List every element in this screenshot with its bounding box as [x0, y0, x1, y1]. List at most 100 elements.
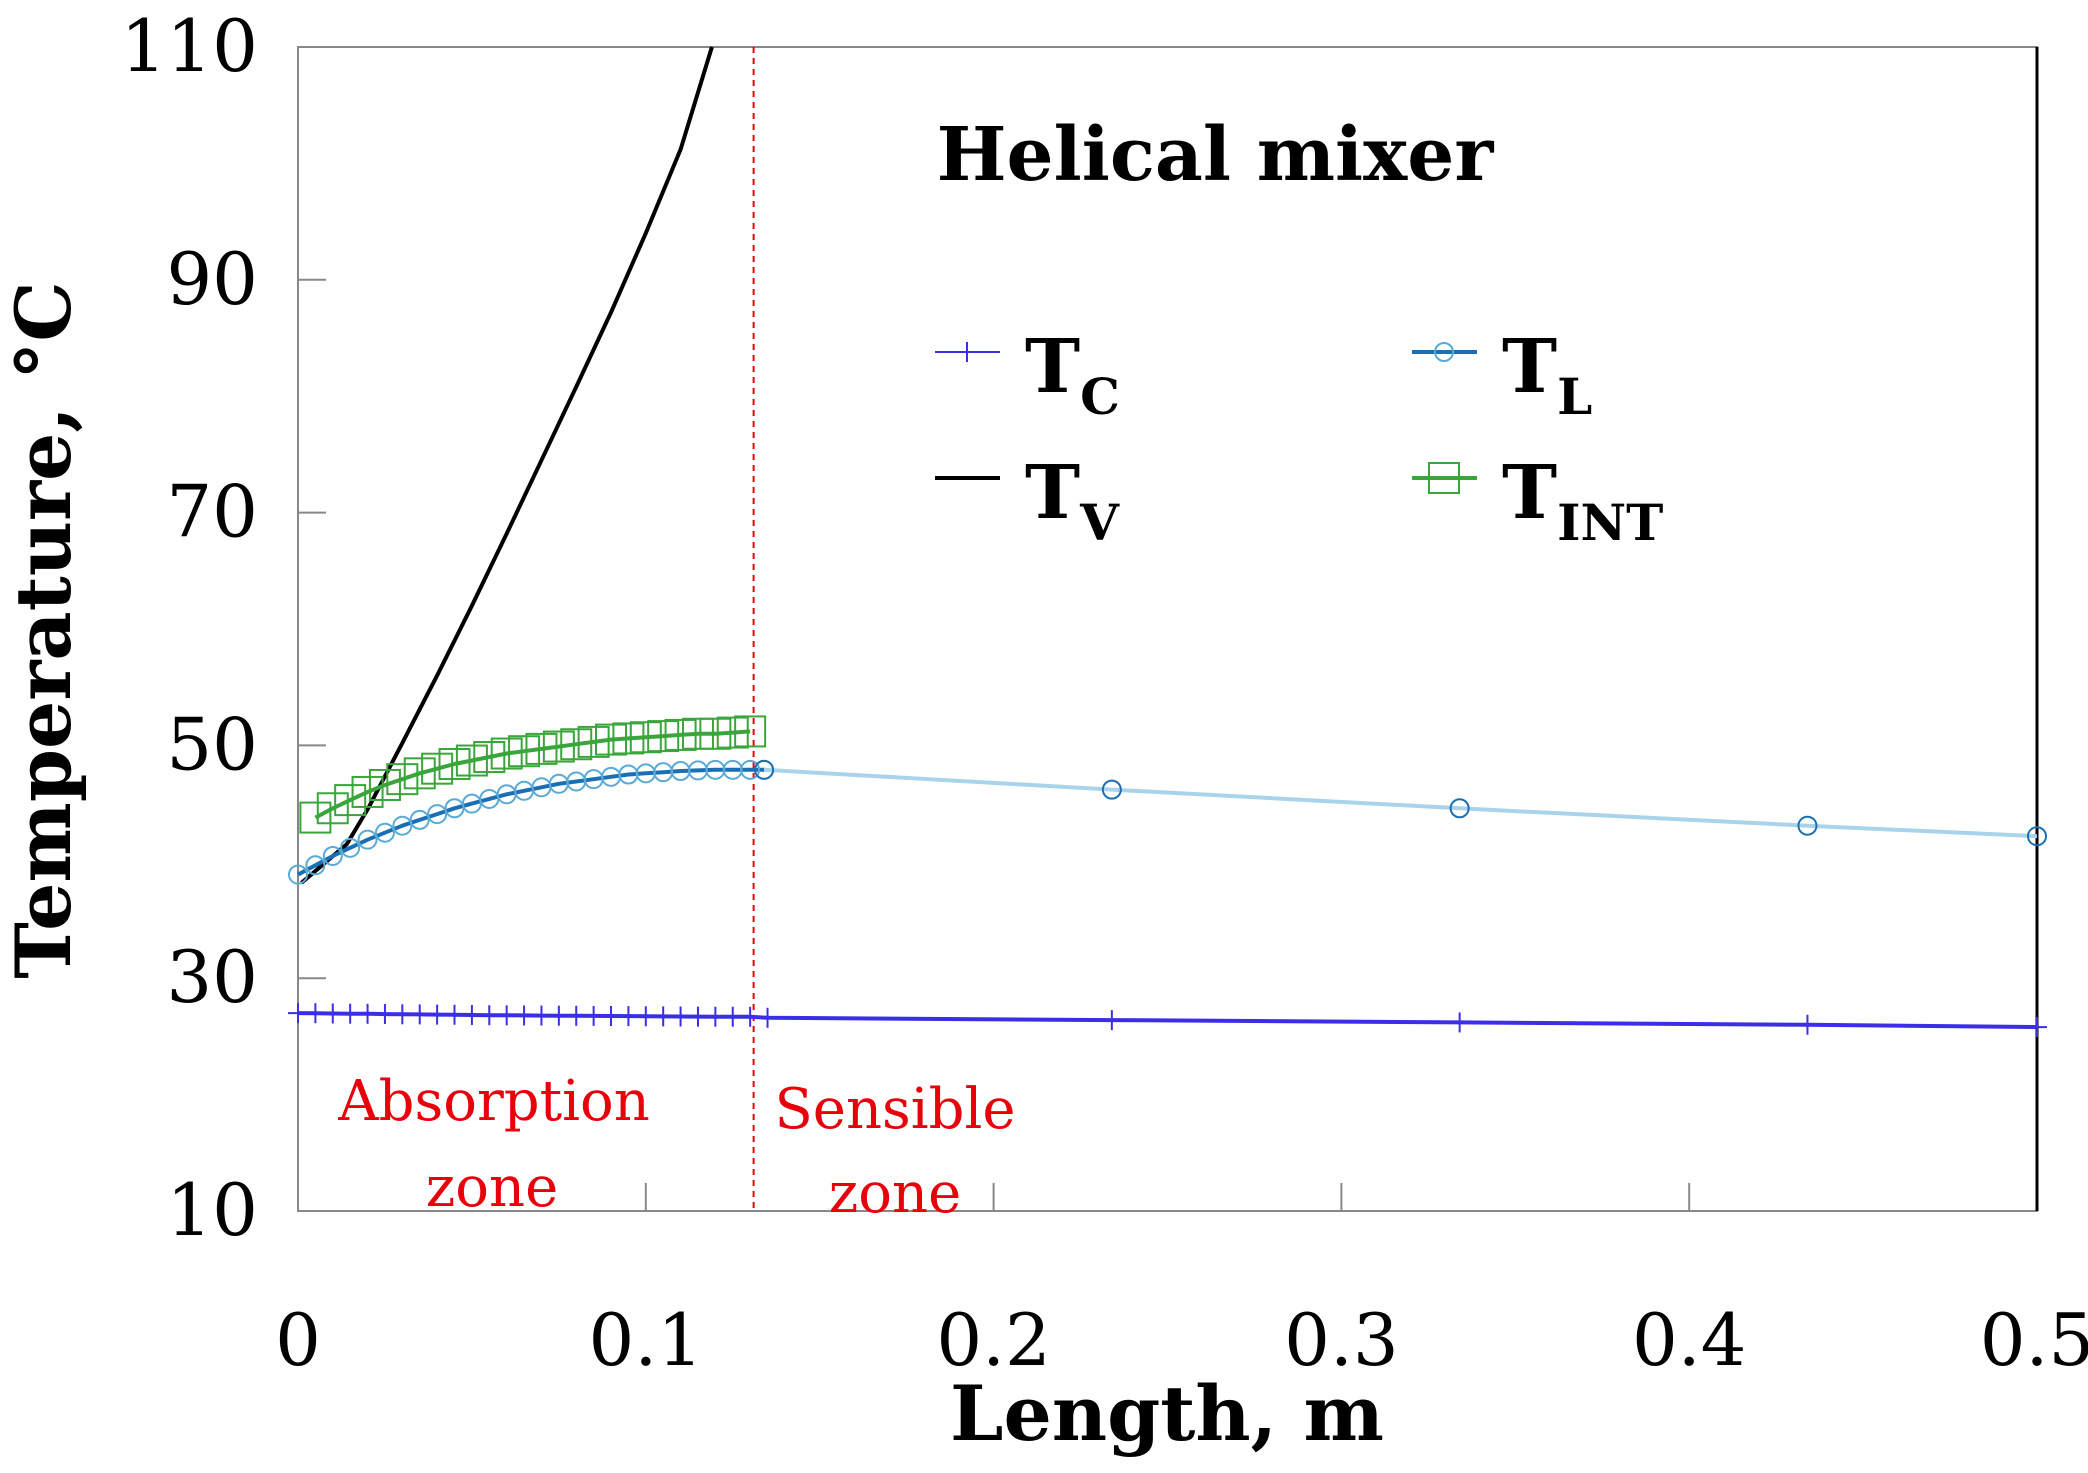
data-point-tint: [560, 728, 593, 761]
data-point-tc: [566, 1005, 587, 1026]
data-point-tc: [374, 1004, 395, 1025]
data-point-tc: [583, 1005, 604, 1026]
data-point-tl-sensible: [2027, 826, 2047, 847]
data-point-tc: [1797, 1014, 1818, 1035]
sensible-zone-label-line1: Sensible: [774, 1077, 1015, 1142]
legend-label-main: T: [1502, 450, 1557, 536]
legend-label-sub: C: [1080, 367, 1120, 426]
data-point-tl: [322, 845, 343, 866]
data-point-tc: [653, 1006, 674, 1027]
data-point-tc: [722, 1006, 743, 1027]
legend-label-main: T: [1025, 450, 1080, 536]
data-point-tint: [473, 741, 506, 774]
sensible-zone-label-line2: zone: [829, 1161, 961, 1226]
data-point-tc: [461, 1004, 482, 1025]
y-tick-label: 50: [166, 702, 258, 786]
data-point-tc: [687, 1006, 708, 1027]
data-point-tint: [577, 725, 610, 758]
y-axis-title: Temperature, °C: [0, 281, 88, 979]
data-point-tc: [705, 1006, 726, 1027]
data-point-tint: [455, 744, 488, 777]
data-point-tl: [340, 837, 361, 858]
legend-label-tl: TL: [1502, 324, 1592, 426]
data-point-tl: [409, 809, 430, 830]
data-point-tc: [479, 1005, 500, 1026]
data-point-tc: [444, 1004, 465, 1025]
data-point-tint: [421, 752, 454, 785]
data-point-tc: [392, 1004, 413, 1025]
data-point-tc: [340, 1003, 361, 1024]
data-point-tc: [757, 1007, 778, 1028]
x-tick-label: 0.2: [936, 1298, 1051, 1382]
legend-label-main: T: [1025, 324, 1080, 410]
data-point-tint: [403, 757, 436, 790]
data-point-tc: [1449, 1012, 1470, 1033]
series-tl: [288, 759, 775, 885]
y-tick-label: 10: [166, 1168, 258, 1252]
y-tick-label: 70: [166, 470, 258, 554]
series-tint: [299, 715, 767, 834]
data-point-tint: [612, 722, 645, 755]
data-point-tc: [1101, 1010, 1122, 1031]
series-tv: [300, 46, 714, 885]
legend-entry-tl: TL: [1412, 324, 1592, 426]
data-point-tint: [629, 721, 662, 754]
legend-entry-tint: TINT: [1412, 450, 1663, 552]
plot-frame: [297, 46, 2039, 1212]
data-point-tc: [496, 1005, 517, 1026]
data-point-tl-sensible: [754, 759, 775, 780]
data-point-tc: [548, 1005, 569, 1026]
series-tc: [288, 1003, 2047, 1038]
tick-labels: 10 30 50 70 90 110 0 0.1 0.2 0.3 0.4 0.5: [121, 4, 2088, 1382]
data-point-tc: [288, 1003, 308, 1024]
y-tick-label: 30: [166, 935, 258, 1019]
data-point-tc: [305, 1003, 326, 1024]
data-point-tl-sensible: [1449, 798, 1470, 819]
data-point-tint: [716, 716, 749, 749]
data-point-tint: [438, 748, 471, 781]
legend-entry-tv: TV: [935, 450, 1120, 552]
data-point-tc: [601, 1006, 622, 1027]
legend-label-main: T: [1502, 324, 1557, 410]
series-tl-sensible: [754, 759, 2047, 847]
data-point-tl: [427, 804, 448, 825]
x-tick-label: 0: [275, 1298, 321, 1382]
data-point-tc: [618, 1006, 639, 1027]
legend-label-sub: INT: [1557, 493, 1663, 552]
absorption-zone-label-line1: Absorption: [337, 1069, 650, 1134]
x-tick-label: 0.3: [1284, 1298, 1399, 1382]
data-point-tl: [357, 829, 378, 850]
data-point-tint: [542, 730, 575, 763]
data-point-tint: [316, 792, 349, 825]
legend-label-tint: TINT: [1502, 450, 1663, 552]
absorption-zone-label-line2: zone: [426, 1155, 558, 1220]
data-point-tint: [681, 717, 714, 750]
data-point-tint: [386, 763, 419, 796]
y-tick-label: 110: [121, 4, 258, 88]
legend-swatch-marker: [1428, 462, 1460, 494]
series-layer: [288, 46, 2047, 1038]
series-line-tl-sensible: [763, 767, 2038, 839]
data-point-tc: [322, 1003, 343, 1024]
data-point-tint: [351, 775, 384, 808]
data-point-tint: [647, 720, 680, 753]
legend-entry-tc: TC: [935, 324, 1120, 426]
legend-label-tc: TC: [1025, 324, 1120, 426]
data-point-tc: [2027, 1017, 2047, 1038]
data-point-tl: [374, 822, 395, 843]
data-point-tl: [740, 759, 761, 780]
data-point-tc: [409, 1004, 430, 1025]
legend-swatch-marker: [957, 342, 977, 362]
data-point-tint: [508, 735, 541, 768]
data-point-tl: [392, 815, 413, 836]
data-point-tl: [305, 855, 326, 876]
legend-label-tv: TV: [1025, 450, 1120, 552]
data-point-tl-sensible: [1797, 815, 1818, 836]
data-point-tc: [740, 1006, 761, 1027]
data-point-tl-sensible: [1101, 779, 1122, 800]
data-point-tl: [288, 864, 308, 885]
data-point-tint: [368, 768, 401, 801]
legend-label-sub: L: [1557, 367, 1592, 426]
